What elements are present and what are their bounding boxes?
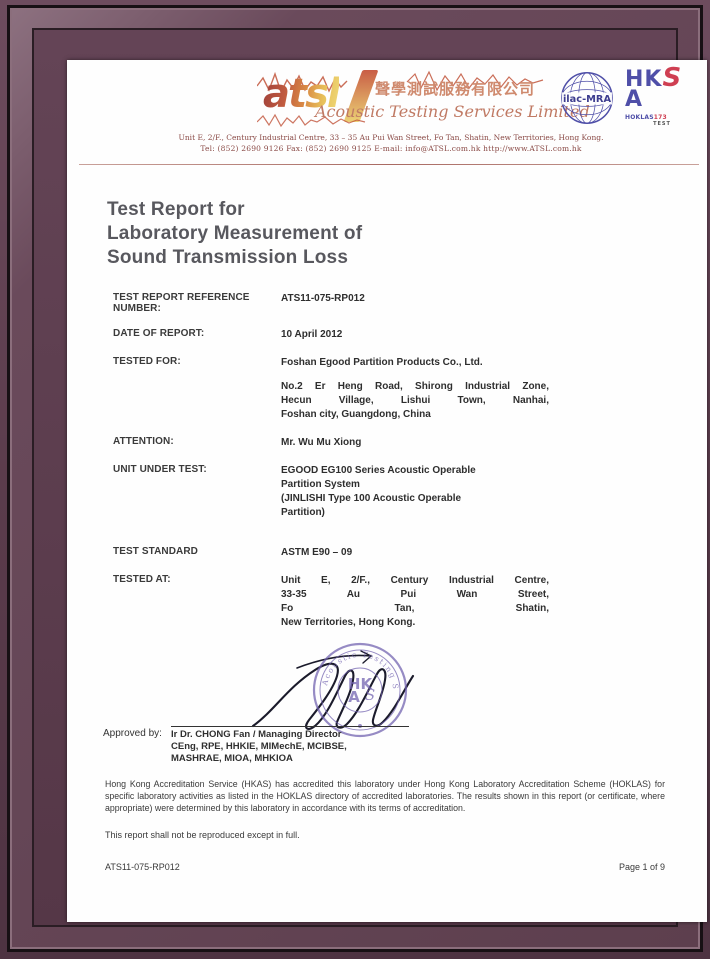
field-label: UNIT UNDER TEST: [113,464,207,475]
field-label: DATE OF REPORT: [113,328,205,339]
company-name-english: Acoustic Testing Services Limited [315,102,590,121]
hkas-letter-s: S [662,63,683,93]
approval-block: Approved by: Ir Dr. CHONG Fan / Managing… [103,726,409,765]
field-value-line: ASTM E90 – 09 [281,547,353,558]
field-value: No.2 Er Heng Road, Shirong Industrial Zo… [281,380,549,422]
field-row: TESTED FOR: Foshan Egood Partition Produc… [113,356,679,370]
hoklas-accreditation-number: HOKLAS173 TEST [625,114,671,127]
signature-area: Acoustic Testing Services Limited HK A S… [95,640,679,772]
field-label [113,380,281,422]
contact-line: Tel: (852) 2690 9126 Fax: (852) 2690 912… [200,144,582,153]
field-row: UNIT UNDER TEST: EGOOD EG100 Series Acous… [113,464,679,520]
field-value: Foshan Egood Partition Products Co., Ltd… [281,356,549,370]
field-row: No.2 Er Heng Road, Shirong Industrial Zo… [113,380,679,422]
field-label: TEST REPORT REFERENCE NUMBER: [113,292,250,314]
field-value: EGOOD EG100 Series Acoustic Operable Part… [281,464,549,520]
page-title: Test Report for Laboratory Measurement o… [107,198,679,270]
field-value: ASTM E90 – 09 [281,546,549,560]
field-label: TESTED FOR: [113,356,181,367]
accreditation-logos: ilac-MRA HKS A HOKLAS173 TEST [559,65,699,136]
frame-bevel: atsl 聲學測試服務有限公司 Acoustic Testing Service… [10,8,707,949]
field-value: Unit E, 2/F., Century Industrial Centre,… [281,574,549,630]
field-value-line: 33-35 Au Pui Wan Street, [281,589,549,600]
report-fields: TEST REPORT REFERENCE NUMBER: ATS11-075-R… [113,292,679,630]
reproduction-notice: This report shall not be reproduced exce… [105,830,300,840]
signatory-credentials-2: MASHRAE, MIOA, MHKIOA [171,753,293,764]
svg-text:A: A [348,688,360,706]
logo-wordmark: atsl [263,71,341,117]
field-row: TEST STANDARD ASTM E90 – 09 [113,546,679,560]
atsl-logo: atsl 聲學測試服務有限公司 Acoustic Testing Service… [257,68,590,130]
field-value-line: Partition) [281,507,325,518]
page-footer: ATS11-075-RP012 Page 1 of 9 [105,862,665,872]
hkas-logo: HKS A [625,65,695,114]
letterhead: atsl 聲學測試服務有限公司 Acoustic Testing Service… [67,60,707,172]
title-line-1: Test Report for [107,199,245,220]
approved-by-label: Approved by: [103,728,162,739]
company-stamp-icon: Acoustic Testing Services Limited HK A S [310,640,408,738]
hkas-letters-top: HK [625,67,663,92]
field-value-line: Hecun Village, Lishui Town, Nanhai, [281,395,549,406]
field-value-line: Mr. Wu Mu Xiong [281,437,362,448]
footer-reference: ATS11-075-RP012 [105,862,180,872]
frame-inner: atsl 聲學測試服務有限公司 Acoustic Testing Service… [32,28,707,927]
field-value-line: Foshan Egood Partition Products Co., Ltd… [281,357,483,368]
title-line-2: Laboratory Measurement of [107,223,363,244]
field-value-line: Partition System [281,479,360,490]
field-label: TESTED AT: [113,574,171,585]
field-value-line: Fo Tan, Shatin, [281,603,549,614]
field-value: ATS11-075-RP012 [281,292,549,314]
field-row: TEST REPORT REFERENCE NUMBER: ATS11-075-R… [113,292,679,314]
signature-icon [251,650,415,730]
field-row: DATE OF REPORT: 10 April 2012 [113,328,679,342]
field-row: ATTENTION: Mr. Wu Mu Xiong [113,436,679,450]
field-value-line: (JINLISHI Type 100 Acoustic Operable [281,493,462,504]
title-line-3: Sound Transmission Loss [107,247,349,268]
report-page: atsl 聲學測試服務有限公司 Acoustic Testing Service… [67,60,707,922]
hkas-letters-bottom: A [625,87,644,112]
svg-text:ilac-MRA: ilac-MRA [563,94,611,105]
field-value-line: ATS11-075-RP012 [281,293,365,304]
field-value: 10 April 2012 [281,328,549,342]
field-value-line: 10 April 2012 [281,329,343,340]
waveform-icon [257,70,544,94]
field-row: TESTED AT: Unit E, 2/F., Century Industri… [113,574,679,630]
waveform-icon-small [257,113,366,128]
company-name-chinese: 聲學測試服務有限公司 [375,80,536,98]
field-value-line: No.2 Er Heng Road, Shirong Industrial Zo… [281,381,549,392]
svg-text:S: S [365,686,375,704]
signatory-name: Ir Dr. CHONG Fan / Managing Director [171,729,342,740]
document-body: Test Report for Laboratory Measurement o… [67,198,707,872]
letterhead-address: Unit E, 2/F., Century Industrial Centre,… [85,132,697,154]
footer-page-number: Page 1 of 9 [618,862,665,872]
field-value-line: New Territories, Hong Kong. [281,617,416,628]
field-label: TEST STANDARD [113,546,199,557]
letterhead-divider [79,164,699,165]
signatory-credentials-1: CEng, RPE, HHKIE, MIMechE, MCIBSE, [171,741,347,752]
svg-text:HK: HK [348,675,374,693]
address-line: Unit E, 2/F., Century Industrial Centre,… [178,133,604,142]
field-value-line: EGOOD EG100 Series Acoustic Operable [281,465,476,476]
signature-line: Ir Dr. CHONG Fan / Managing Director CEn… [171,726,409,765]
field-value: Mr. Wu Mu Xiong [281,436,549,450]
field-label: ATTENTION: [113,436,174,447]
accreditation-statement: Hong Kong Accreditation Service (HKAS) h… [105,779,665,813]
field-value-line: Unit E, 2/F., Century Industrial Centre, [281,575,549,586]
ilac-mra-icon: ilac-MRA [561,72,613,124]
field-value-line: Foshan city, Guangdong, China [281,409,431,420]
